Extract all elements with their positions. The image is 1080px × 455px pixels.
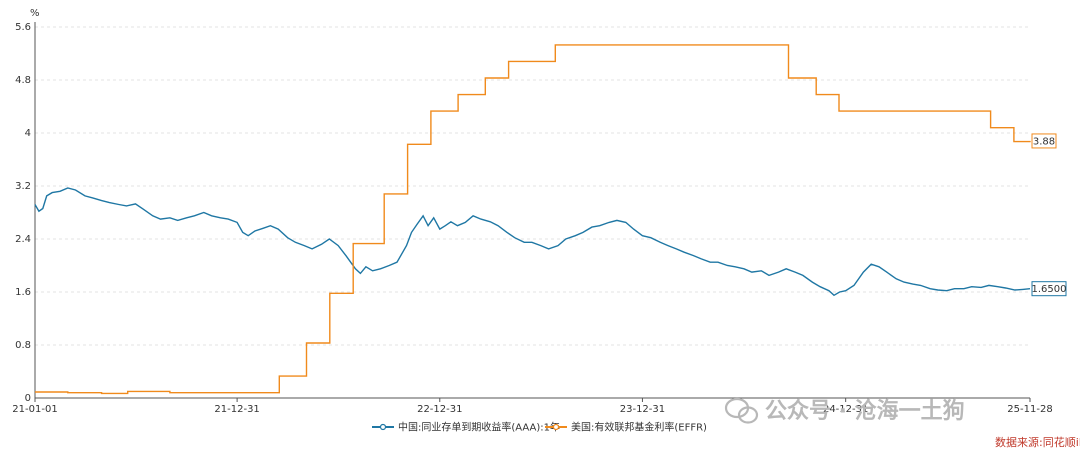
y-tick-label: 4: [25, 128, 31, 139]
y-tick-label: 0.8: [15, 340, 31, 351]
series-line-effr: [35, 44, 1031, 395]
series-lines: [34, 44, 1031, 395]
y-tick-label: 2.4: [15, 234, 31, 245]
y-axis: 0 0.8 1.6 2.4 3.2 4 4.8 5.6: [15, 22, 36, 404]
legend-item-label[interactable]: 中国:同业存单到期收益率(AAA):1年: [398, 421, 560, 434]
wechat-icon-bubble: [737, 406, 759, 424]
end-label-box: [1031, 133, 1057, 149]
x-tick-label: 21-12-31: [214, 404, 259, 415]
y-tick-label: 1.6: [15, 287, 31, 298]
legend-swatch-marker: [552, 423, 560, 431]
series-line-cd-yield: [34, 187, 1031, 297]
watermark-text: 公众号 · 沧海一土狗: [765, 398, 965, 424]
legend-item-label[interactable]: 美国:有效联邦基金利率(EFFR): [571, 421, 707, 434]
data-source-label: 数据来源:同花顺iFinD: [995, 435, 1080, 449]
y-tick-label: 4.8: [15, 75, 31, 86]
watermark: 公众号 · 沧海一土狗: [724, 397, 965, 424]
x-tick-label: 22-12-31: [417, 404, 462, 415]
x-tick-label: 23-12-31: [620, 404, 665, 415]
y-tick-label: 3.2: [15, 181, 31, 192]
end-label-value: 3.88: [1033, 136, 1055, 147]
x-axis: 21-01-01 21-12-31 22-12-31 23-12-31 24-12-31…: [12, 397, 1053, 415]
y-tick-label: 0: [25, 393, 31, 404]
grid-lines: [35, 26, 1030, 346]
legend-swatch-marker: [379, 423, 387, 431]
x-tick-label: 24-12-31: [823, 404, 868, 415]
y-tick-label: 5.6: [15, 22, 31, 33]
end-label-box: [1031, 281, 1067, 297]
x-tick-label: 25-11-28: [1007, 404, 1052, 415]
end-label-value: 1.6500: [1032, 284, 1067, 295]
end-labels: 1.6500 3.88: [1031, 133, 1067, 297]
legend[interactable]: 中国:同业存单到期收益率(AAA):1年 美国:有效联邦基金利率(EFFR): [372, 421, 707, 434]
x-tick-label: 21-01-01: [12, 404, 57, 415]
y-axis-unit-label: %: [30, 8, 40, 19]
